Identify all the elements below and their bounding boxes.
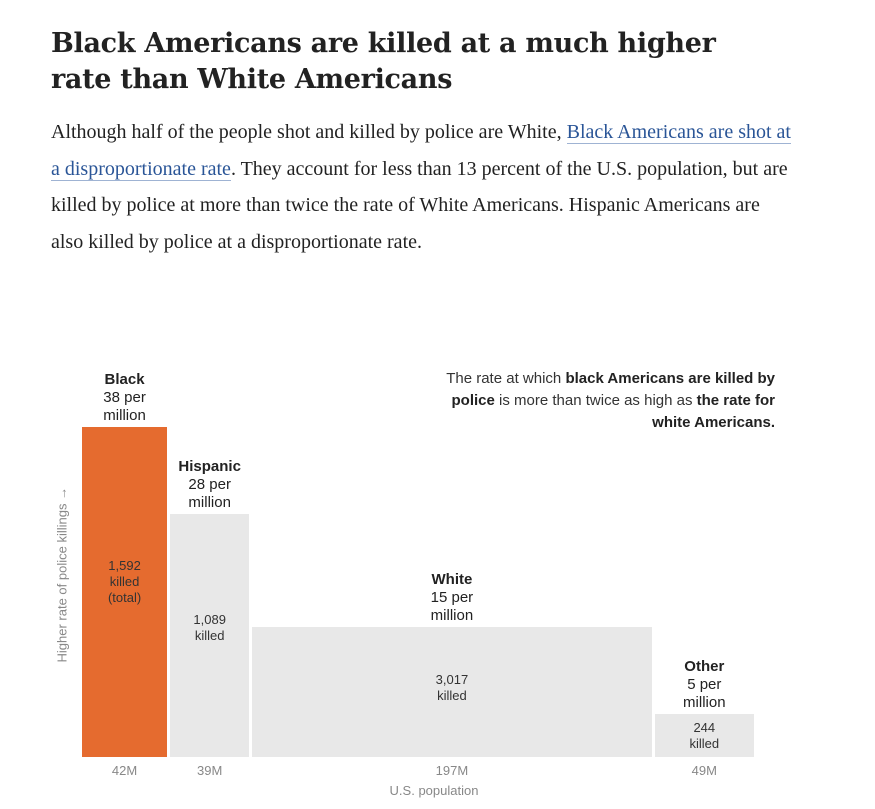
description-text-end: . They account for less than 13 percent … bbox=[51, 157, 788, 253]
annotation-text: is more than twice as high as bbox=[494, 392, 697, 409]
bar-black bbox=[82, 427, 168, 757]
y-axis-label: Higher rate of police killings → bbox=[54, 486, 70, 663]
killed-text: killed bbox=[109, 574, 140, 590]
killed-label-other: 244 killed bbox=[655, 720, 754, 752]
bar-label-hispanic: Hispanic 28 per million bbox=[160, 458, 260, 512]
chart-annotation: The rate at which black Americans are ki… bbox=[440, 368, 775, 434]
annotation-bold: black Americans are killed by police bbox=[451, 370, 775, 409]
bar-label-black: Black 38 per million bbox=[75, 371, 175, 425]
rate-label: 38 per million bbox=[103, 389, 146, 424]
bar-label-other: Other 5 per million bbox=[654, 658, 754, 712]
killed-label-white: 3,017 killed bbox=[252, 672, 651, 704]
disproportionate-rate-link[interactable]: Black Americans are shot at a disproport… bbox=[51, 121, 791, 181]
killed-label-black: 1,592 killed (total) bbox=[82, 558, 167, 606]
killed-text: killed bbox=[689, 735, 720, 751]
page-title: Black Americans are killed at a much hig… bbox=[51, 28, 716, 95]
bar-white bbox=[252, 626, 652, 757]
rate-label: 28 per million bbox=[188, 475, 231, 511]
category-name: White bbox=[431, 570, 473, 588]
population-label-other: 49M bbox=[691, 763, 717, 778]
bar-other bbox=[654, 713, 754, 757]
population-label-hispanic: 39M bbox=[197, 763, 223, 778]
killed-text: 244 bbox=[693, 719, 716, 735]
killed-text: 3,017 bbox=[435, 671, 469, 687]
bar-label-white: White 15 per million bbox=[252, 571, 651, 625]
killed-text: killed bbox=[194, 628, 225, 644]
description-text: Although half of the people shot and kil… bbox=[51, 121, 567, 143]
killed-text: 1,592 bbox=[108, 558, 141, 574]
x-axis-label: U.S. population bbox=[389, 783, 479, 798]
bar-hispanic bbox=[170, 513, 250, 757]
killed-text: killed bbox=[437, 687, 467, 703]
rate-label: 15 per million bbox=[430, 588, 474, 624]
category-name: Hispanic bbox=[178, 457, 241, 475]
annotation-text: The rate at which bbox=[446, 370, 566, 387]
description: Although half of the people shot and kil… bbox=[51, 114, 791, 260]
killed-label-hispanic: 1,089 killed bbox=[170, 612, 249, 644]
rate-label: 5 per million bbox=[683, 675, 726, 711]
population-label-black: 42M bbox=[111, 763, 138, 778]
annotation-bold: the rate for white Americans. bbox=[652, 392, 775, 431]
killed-text: (total) bbox=[107, 590, 142, 606]
population-label-white: 197M bbox=[435, 763, 469, 778]
killed-text: 1,089 bbox=[193, 612, 226, 628]
category-name: Black bbox=[104, 371, 145, 388]
category-name: Other bbox=[684, 657, 725, 675]
